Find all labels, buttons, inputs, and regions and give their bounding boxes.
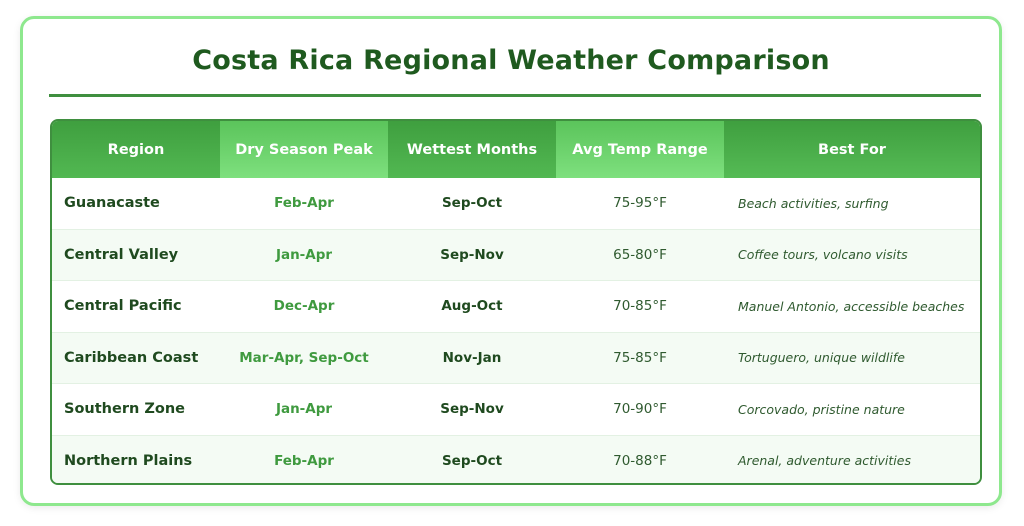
wettest-months-cell: Nov-Jan xyxy=(388,332,556,384)
table-row: Central Pacific Dec-Apr Aug-Oct 70-85°F … xyxy=(52,280,980,333)
temp-range-cell: 70-88°F xyxy=(556,435,724,483)
region-cell: Northern Plains xyxy=(52,435,220,483)
best-for-cell: Manuel Antonio, accessible beaches xyxy=(724,280,980,333)
region-cell: Southern Zone xyxy=(52,383,220,436)
best-for-cell: Tortuguero, unique wildlife xyxy=(724,332,980,384)
region-cell: Central Valley xyxy=(52,229,220,281)
temp-range-cell: 65-80°F xyxy=(556,229,724,281)
dry-season-cell: Feb-Apr xyxy=(220,435,388,483)
best-for-cell: Coffee tours, volcano visits xyxy=(724,229,980,281)
dry-season-cell: Jan-Apr xyxy=(220,383,388,436)
wettest-months-cell: Sep-Nov xyxy=(388,383,556,436)
wettest-months-cell: Sep-Oct xyxy=(388,178,556,230)
wettest-months-cell: Sep-Oct xyxy=(388,435,556,483)
page-title: Costa Rica Regional Weather Comparison xyxy=(192,45,830,76)
table-header-row: Region Dry Season Peak Wettest Months Av… xyxy=(52,121,980,178)
dry-season-cell: Feb-Apr xyxy=(220,178,388,230)
region-cell: Guanacaste xyxy=(52,178,220,230)
column-header-region: Region xyxy=(52,121,220,178)
temp-range-cell: 75-95°F xyxy=(556,178,724,230)
best-for-cell: Beach activities, surfing xyxy=(724,178,980,230)
best-for-cell: Arenal, adventure activities xyxy=(724,435,980,483)
region-cell: Caribbean Coast xyxy=(52,332,220,384)
wettest-months-cell: Aug-Oct xyxy=(388,280,556,333)
wettest-months-cell: Sep-Nov xyxy=(388,229,556,281)
weather-table-container: Region Dry Season Peak Wettest Months Av… xyxy=(50,119,982,485)
temp-range-cell: 70-90°F xyxy=(556,383,724,436)
dry-season-cell: Mar-Apr, Sep-Oct xyxy=(220,332,388,384)
region-cell: Central Pacific xyxy=(52,280,220,333)
table-row: Northern Plains Feb-Apr Sep-Oct 70-88°F … xyxy=(52,435,980,483)
table-row: Guanacaste Feb-Apr Sep-Oct 75-95°F Beach… xyxy=(52,178,980,230)
weather-table: Region Dry Season Peak Wettest Months Av… xyxy=(52,121,980,483)
column-header-avg-temp: Avg Temp Range xyxy=(556,121,724,178)
table-row: Southern Zone Jan-Apr Sep-Nov 70-90°F Co… xyxy=(52,383,980,436)
table-row: Caribbean Coast Mar-Apr, Sep-Oct Nov-Jan… xyxy=(52,332,980,384)
column-header-best-for: Best For xyxy=(724,121,980,178)
weather-card: Costa Rica Regional Weather Comparison R… xyxy=(20,16,1002,506)
dry-season-cell: Dec-Apr xyxy=(220,280,388,333)
column-header-dry-season: Dry Season Peak xyxy=(220,121,388,178)
title-divider xyxy=(49,94,981,97)
table-row: Central Valley Jan-Apr Sep-Nov 65-80°F C… xyxy=(52,229,980,281)
temp-range-cell: 75-85°F xyxy=(556,332,724,384)
dry-season-cell: Jan-Apr xyxy=(220,229,388,281)
column-header-wettest-months: Wettest Months xyxy=(388,121,556,178)
best-for-cell: Corcovado, pristine nature xyxy=(724,383,980,436)
temp-range-cell: 70-85°F xyxy=(556,280,724,333)
